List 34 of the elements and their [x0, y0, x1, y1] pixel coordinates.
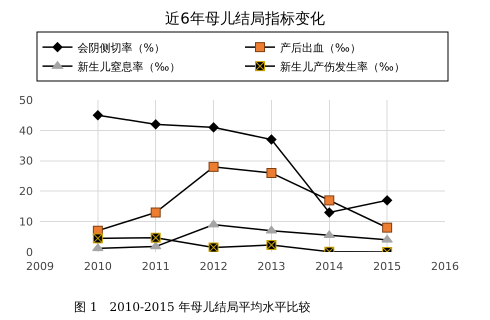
y-tick-label: 20	[19, 185, 33, 198]
legend-label: 新生儿产伤发生率（‰）	[280, 60, 405, 74]
legend-label: 产后出血（‰）	[280, 41, 361, 54]
chart-title: 近6年母儿结局指标变化	[165, 9, 325, 28]
y-tick-label: 10	[19, 215, 33, 228]
y-tick-label: 40	[19, 124, 33, 138]
point	[324, 207, 334, 218]
x-tick-label: 2012	[200, 260, 228, 273]
point	[150, 119, 161, 130]
x-tick-label: 2016	[431, 260, 459, 273]
x-tick-label: 2013	[257, 260, 286, 273]
point	[381, 234, 393, 243]
legend-label: 新生儿窒息率（‰）	[78, 60, 180, 74]
x-tick-label: 2011	[142, 260, 170, 273]
point	[382, 222, 392, 233]
x-tick-label: 2009	[26, 260, 54, 273]
x-tick-label: 2014	[315, 260, 344, 273]
point	[92, 243, 104, 252]
point	[324, 195, 334, 206]
y-tick-label: 50	[19, 94, 33, 107]
point	[266, 168, 276, 178]
y-tick-label: 30	[19, 154, 33, 168]
x-tick-label: 2015	[373, 260, 402, 273]
legend-label: 会阴侧切率（%）	[78, 41, 165, 54]
point	[382, 195, 392, 206]
y-tick-label: 0	[26, 246, 33, 259]
point	[92, 110, 103, 120]
x-tick-label: 2010	[84, 260, 112, 273]
point	[324, 230, 335, 238]
caption: 图 1 2010-2015 年母儿结局平均水平比较	[74, 300, 310, 314]
point	[266, 134, 276, 145]
point	[208, 122, 219, 132]
point	[150, 207, 161, 218]
point	[208, 162, 219, 172]
